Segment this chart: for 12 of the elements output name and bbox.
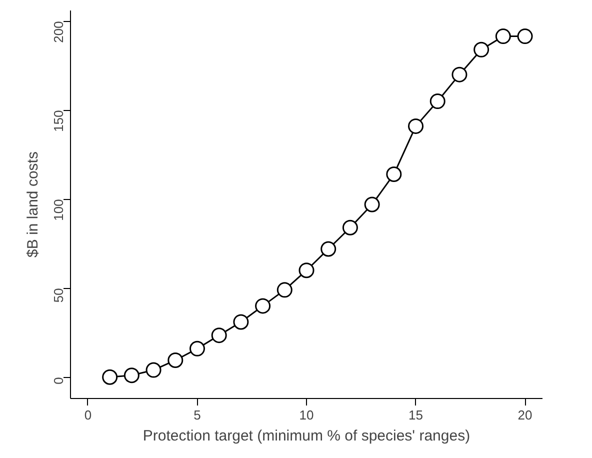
y-tick-label: 100 xyxy=(51,199,66,221)
y-tick-label: 50 xyxy=(51,288,66,303)
y-tick-label: 150 xyxy=(51,110,66,132)
x-axis-title: Protection target (minimum % of species' ranges) xyxy=(142,428,470,444)
y-tick-label: 200 xyxy=(51,21,66,43)
x-tick-label: 20 xyxy=(518,408,532,422)
x-tick-label: 5 xyxy=(194,408,201,422)
x-tick-label: 15 xyxy=(408,408,423,422)
x-tick-label: 10 xyxy=(299,408,314,422)
x-tick-label: 0 xyxy=(84,408,92,422)
y-tick-label: 0 xyxy=(51,377,66,384)
y-axis-title: $B in land costs xyxy=(24,152,42,258)
